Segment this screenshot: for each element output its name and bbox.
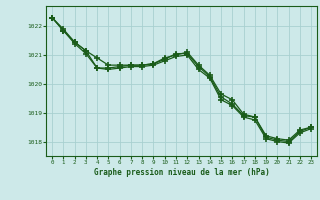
X-axis label: Graphe pression niveau de la mer (hPa): Graphe pression niveau de la mer (hPa) (94, 168, 269, 177)
